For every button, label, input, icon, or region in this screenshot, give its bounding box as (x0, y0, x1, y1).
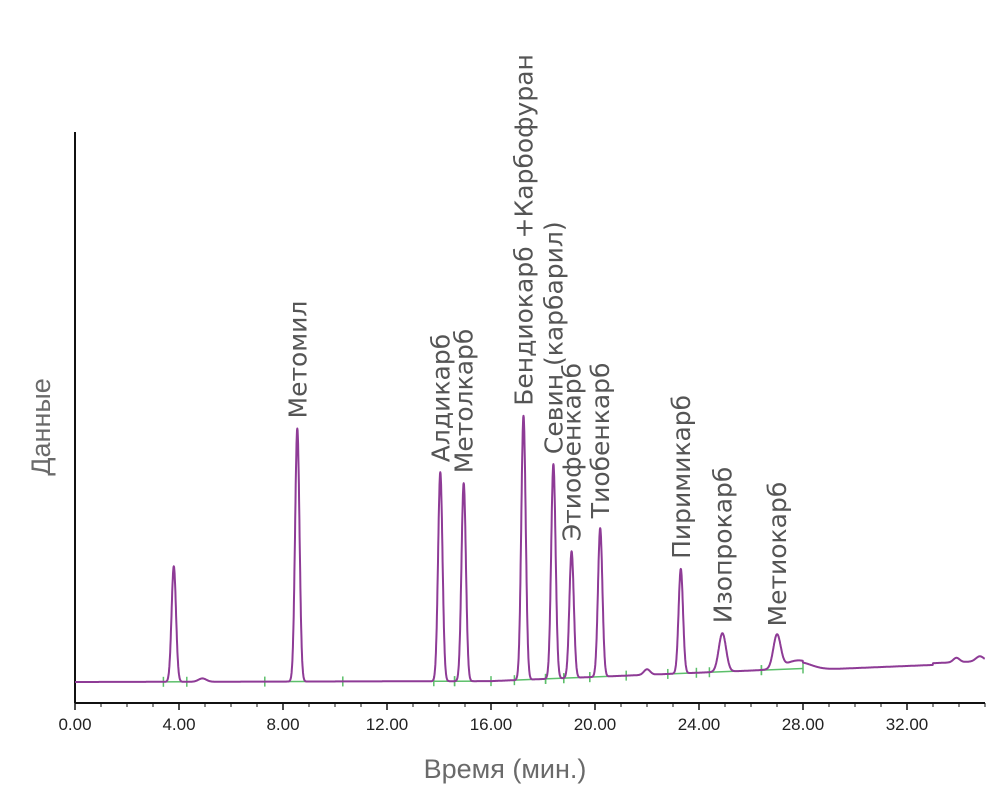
peak-label: Пиримикарб (667, 395, 696, 559)
peak-label: Метолкарб (450, 329, 479, 474)
x-tick-label: 28.00 (782, 715, 825, 734)
peak-label: Бендиокарб +Карбофуран (510, 54, 539, 406)
peak-label: Тиобенкарб (586, 363, 615, 520)
peak-label: Метомил (283, 301, 312, 419)
axes (74, 132, 985, 704)
peak-label: Этиофенкарб (558, 363, 587, 541)
x-tick-label: 16.00 (470, 715, 513, 734)
baseline-segment (761, 667, 804, 671)
x-tick-label: 24.00 (678, 715, 721, 734)
x-tick-label: 12.00 (366, 715, 409, 734)
peak-label: Изопрокарб (708, 467, 737, 624)
x-tick-label: 20.00 (574, 715, 617, 734)
baseline-integration (162, 663, 804, 687)
peak-label: Алдикарб (426, 334, 455, 462)
x-tick-label: 32.00 (886, 715, 929, 734)
x-axis-title: Время (мин.) (424, 754, 587, 784)
peak-label: Метиокарб (763, 482, 792, 627)
x-tick-label: 8.00 (266, 715, 299, 734)
x-ticks: 0.00 4.00 8.00 12.00 16.00 20.00 24.00 28.00 32.… (58, 703, 986, 734)
x-tick-label: 0.00 (58, 715, 91, 734)
x-tick-label: 4.00 (162, 715, 195, 734)
peak-label: Севин (карбарил) (539, 221, 568, 454)
y-axis-title: Данные (26, 378, 56, 476)
chromatogram-trace (74, 414, 986, 683)
